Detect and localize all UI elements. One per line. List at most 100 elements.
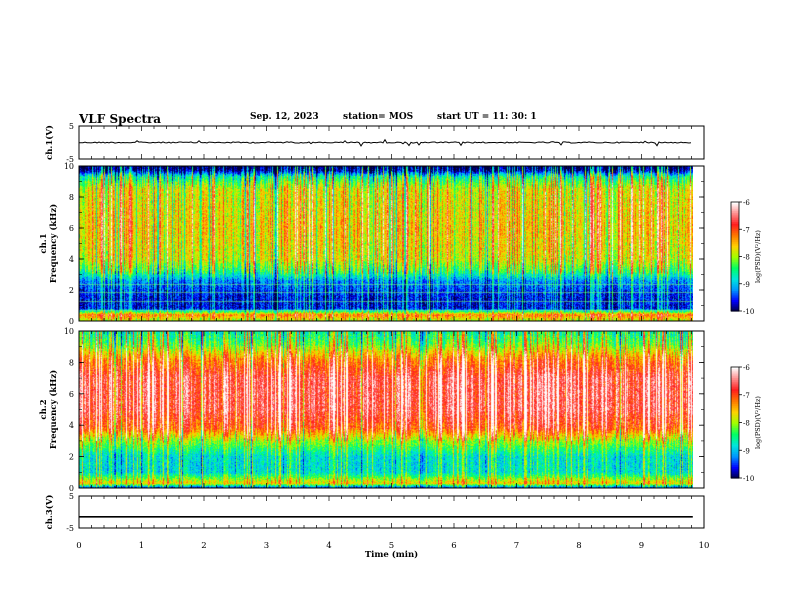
y-tick-label: 5 xyxy=(69,122,74,131)
colorbar-cell xyxy=(731,407,739,411)
colorbar-cell xyxy=(731,307,739,310)
colorbar-label: log(PSD)(V²/Hz) xyxy=(754,230,762,283)
colorbar-cell xyxy=(731,245,739,249)
colorbar-cell xyxy=(731,472,739,475)
colorbar-cell xyxy=(731,411,739,414)
colorbar-cell xyxy=(731,433,739,437)
colorbars xyxy=(730,201,742,479)
colorbar-cell xyxy=(731,265,739,268)
colorbar-cell xyxy=(731,368,739,372)
colorbar-cell xyxy=(731,231,739,234)
x-tick-label: 0 xyxy=(76,541,81,551)
colorbar-cell xyxy=(731,381,739,385)
y-tick-label: 2 xyxy=(69,453,74,462)
colorbar-cell xyxy=(731,405,739,409)
colorbar-cell xyxy=(731,453,739,457)
colorbar-cell xyxy=(731,256,739,259)
date-label: Sep. 12, 2023 xyxy=(250,112,319,122)
colorbar-cell xyxy=(731,236,739,239)
colorbar-cell xyxy=(731,426,739,429)
colorbar-cell xyxy=(731,463,739,466)
ch2-spectrogram-raster xyxy=(79,331,693,488)
colorbar-cell xyxy=(731,283,739,287)
colorbar-cell xyxy=(731,258,739,261)
colorbar-cell xyxy=(731,292,739,296)
colorbar-cell xyxy=(731,376,739,379)
colorbar-cell xyxy=(731,444,739,448)
colorbar-cell xyxy=(731,287,739,290)
ch1-waveform-trace xyxy=(78,138,692,147)
colorbar-cell xyxy=(731,370,739,374)
colorbar-cell xyxy=(731,202,739,205)
colorbar-cell xyxy=(731,276,739,279)
y-tick-label: 2 xyxy=(69,286,74,295)
colorbar-cell xyxy=(731,221,739,225)
colorbar-cell xyxy=(731,214,739,218)
colorbar-cell xyxy=(731,455,739,459)
colorbar-cell xyxy=(731,309,739,312)
colorbar-cell xyxy=(731,435,739,438)
x-tick-label: 8 xyxy=(576,541,581,551)
colorbar-cell xyxy=(731,274,739,278)
colorbar-label: log(PSD)(V²/Hz) xyxy=(754,396,762,449)
ch3-waveform-ylabel: ch.3(V) xyxy=(44,495,55,530)
colorbar-cell xyxy=(731,387,739,390)
colorbar-cell xyxy=(731,269,739,272)
colorbar-cell xyxy=(731,291,739,294)
colorbar-cell xyxy=(731,238,739,241)
colorbar-cell xyxy=(731,374,739,377)
colorbar-cell xyxy=(731,280,739,283)
ch1-waveform-ylabel: ch.1(V) xyxy=(44,125,55,160)
colorbar-cell xyxy=(731,203,739,207)
colorbar-cell xyxy=(731,394,739,398)
colorbar-cell xyxy=(731,207,739,210)
colorbar-tick-label: -10 xyxy=(743,308,754,316)
x-tick-label: 3 xyxy=(264,541,269,551)
colorbar-cell xyxy=(731,459,739,462)
colorbar-cell xyxy=(731,415,739,418)
colorbar-cell xyxy=(731,227,739,230)
colorbar-cell xyxy=(731,418,739,422)
x-tick-label: 4 xyxy=(326,541,331,551)
colorbar-cell xyxy=(731,261,739,265)
spectrogram-layer xyxy=(79,166,693,488)
colorbar-cell xyxy=(731,400,739,403)
y-tick-label: 10 xyxy=(64,327,74,336)
ch1-spectrogram-raster xyxy=(79,166,693,321)
colorbar-cell xyxy=(731,446,739,449)
colorbar-tick-label: -10 xyxy=(743,475,754,483)
ch1-spectrogram-ylabel: ch.1 xyxy=(39,233,49,253)
colorbar-cell xyxy=(731,448,739,451)
x-tick-label: 6 xyxy=(451,541,456,551)
colorbar-cell xyxy=(731,392,739,396)
colorbar-cell xyxy=(731,303,739,307)
colorbar-cell xyxy=(731,212,739,216)
y-tick-label: 4 xyxy=(69,421,74,430)
colorbar-cell xyxy=(731,243,739,247)
y-tick-label: 0 xyxy=(69,484,74,493)
colorbar-cell xyxy=(731,441,739,444)
colorbar-cell xyxy=(731,254,739,258)
colorbar-cell xyxy=(731,409,739,412)
y-tick-label: 0 xyxy=(69,317,74,326)
x-axis-label: Time (min) xyxy=(365,549,418,560)
colorbar-cell xyxy=(731,300,739,303)
colorbar-tick-label: -9 xyxy=(743,281,750,289)
y-tick-label: -5 xyxy=(66,155,74,164)
waveform-layer xyxy=(78,138,693,518)
colorbar-tick-label: -7 xyxy=(743,226,750,234)
colorbar-cell xyxy=(731,223,739,227)
x-tick-label: 2 xyxy=(201,541,206,551)
colorbar-cell xyxy=(731,263,739,267)
y-tick-label: 10 xyxy=(64,162,74,171)
y-tick-label: 4 xyxy=(69,255,74,264)
colorbar-cell xyxy=(731,372,739,375)
colorbar-cell xyxy=(731,413,739,416)
colorbar-cell xyxy=(731,385,739,388)
y-tick-label: 8 xyxy=(69,193,74,202)
colorbar-tick-label: -8 xyxy=(743,254,750,262)
colorbar-cell xyxy=(731,294,739,298)
colorbar-cell xyxy=(731,422,739,425)
colorbar-cell xyxy=(731,398,739,401)
